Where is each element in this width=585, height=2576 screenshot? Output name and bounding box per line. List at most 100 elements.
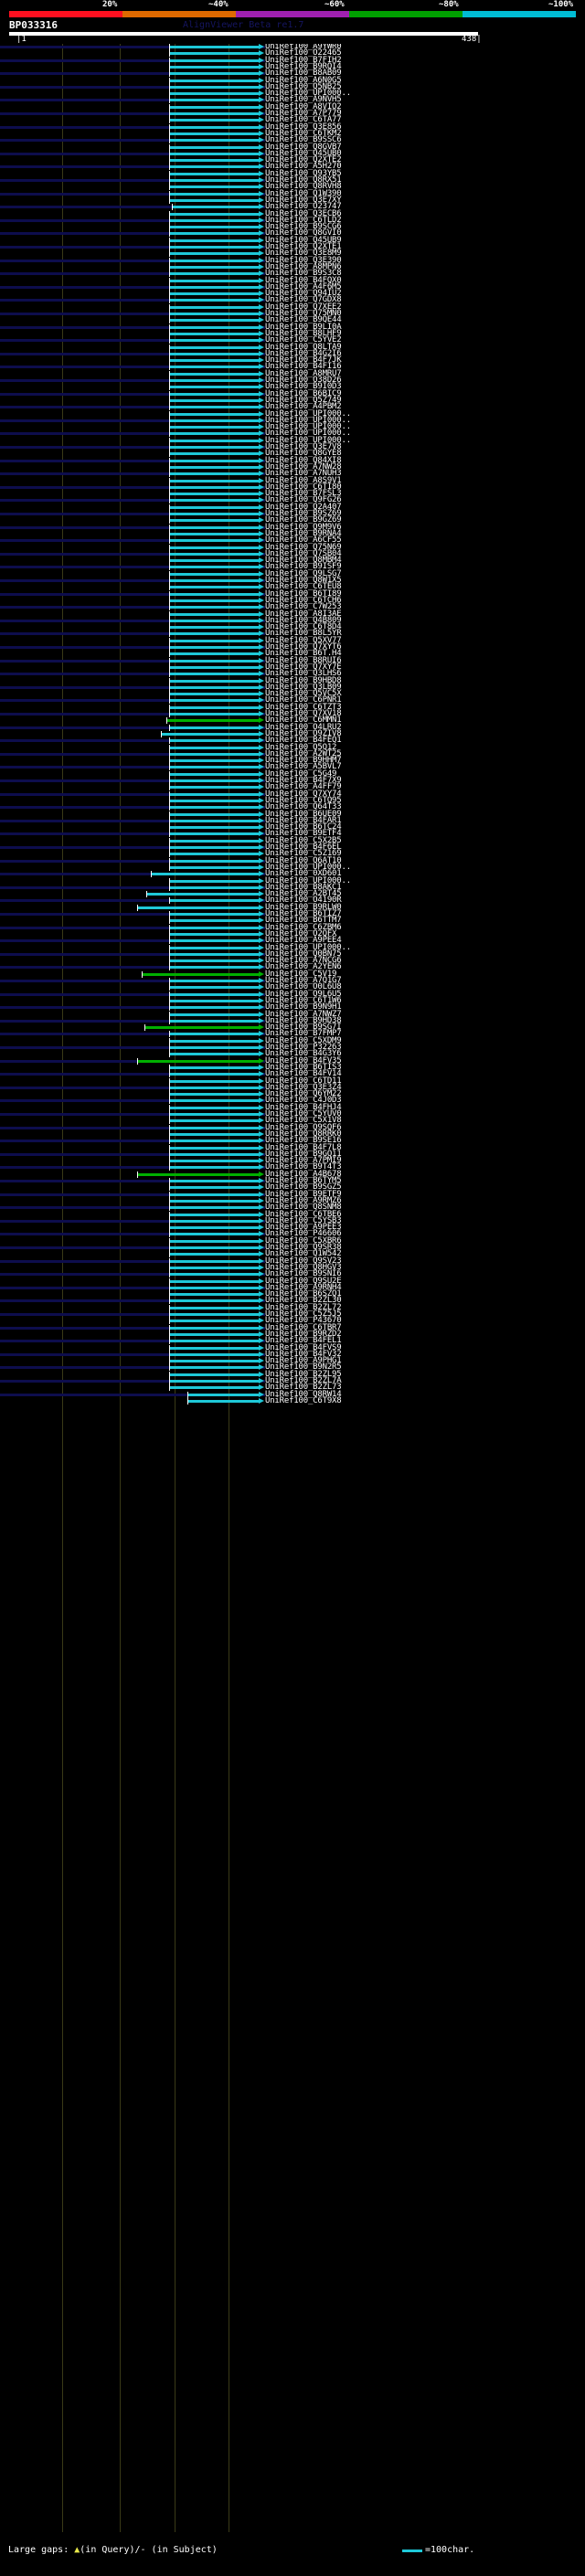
hsp-bar[interactable] [169, 826, 260, 830]
hsp-bar[interactable] [169, 652, 260, 656]
hsp-bar[interactable] [144, 1026, 260, 1030]
hsp-bar[interactable] [169, 532, 260, 535]
alignment-row[interactable]: UniRef100_B9ETF9 [0, 1190, 585, 1198]
hsp-bar[interactable] [169, 1065, 260, 1069]
hit-label[interactable]: UniRef100_B9SSC6 [265, 135, 342, 145]
hit-label[interactable]: UniRef100_Q7SB04 [265, 548, 342, 558]
alignment-row[interactable]: UniRef100_C5Z5J5 [0, 1310, 585, 1319]
hit-label[interactable]: UniRef100_B9SGZ5 [265, 1182, 342, 1193]
hsp-bar[interactable] [169, 552, 260, 556]
hit-label[interactable]: UniRef100_B4FV32 [265, 1349, 342, 1359]
alignment-row[interactable]: UniRef100_B8AB09 [0, 69, 585, 78]
hit-label[interactable]: UniRef100_P32263 [265, 1043, 342, 1052]
hit-label[interactable]: UniRef100_0XD601 [265, 869, 342, 879]
alignment-row[interactable]: UniRef100_C6PNR1 [0, 696, 585, 705]
hit-label[interactable]: UniRef100_B4FVS9 [265, 1342, 342, 1352]
alignment-row[interactable]: UniRef100_UPI000.. [0, 90, 585, 98]
alignment-row[interactable]: UniRef100_B9RQI4 [0, 62, 585, 70]
alignment-row[interactable]: UniRef100_A9YWR0 [0, 44, 585, 51]
hsp-bar[interactable] [169, 119, 260, 122]
hsp-bar[interactable] [169, 446, 260, 449]
hsp-bar[interactable] [169, 1186, 260, 1190]
hsp-bar[interactable] [169, 319, 260, 323]
alignment-row[interactable]: UniRef100_B9GQ11 [0, 1150, 585, 1158]
hit-label[interactable]: UniRef100_C6TA77 [265, 115, 342, 125]
alignment-row[interactable]: UniRef100_B2ZL72 [0, 1303, 585, 1311]
alignment-row[interactable]: UniRef100_C6MMN1 [0, 716, 585, 725]
alignment-row[interactable]: UniRef100_Q9SR38 [0, 1244, 585, 1252]
hit-label[interactable]: UniRef100_B6BIC9 [265, 388, 342, 398]
alignment-row[interactable]: UniRef100_Q8MBM4 [0, 557, 585, 565]
hit-label[interactable]: UniRef100_B9HHM7 [265, 756, 342, 766]
hsp-bar[interactable] [169, 1366, 260, 1370]
alignment-row[interactable]: UniRef100_B9N9H1 [0, 1003, 585, 1012]
alignment-row[interactable]: UniRef100_Q64T33 [0, 803, 585, 811]
hsp-bar[interactable] [169, 1146, 260, 1150]
hsp-bar[interactable] [169, 398, 260, 402]
hsp-bar[interactable] [169, 513, 260, 515]
alignment-row[interactable]: UniRef100_B4G3Y6 [0, 1050, 585, 1058]
hsp-bar[interactable] [169, 679, 260, 683]
hit-label[interactable]: UniRef100_A9PHG1 [265, 1356, 342, 1366]
hit-label[interactable]: UniRef100_A9NVH5 [265, 95, 342, 105]
hsp-bar[interactable] [169, 966, 260, 970]
hsp-bar[interactable] [169, 939, 260, 943]
hit-label[interactable]: UniRef100_A8S9V1 [265, 475, 342, 485]
alignment-row[interactable]: UniRef100_UPI000.. [0, 436, 585, 444]
hit-label[interactable]: UniRef100_Q7XY7E [265, 662, 342, 672]
hit-label[interactable]: UniRef100_B2ZL30 [265, 1296, 342, 1306]
hit-label[interactable]: UniRef100_C6TEU8 [265, 582, 342, 592]
alignment-row[interactable]: UniRef100_B9SE16 [0, 1137, 585, 1145]
hit-label[interactable]: UniRef100_Q1W542 [265, 1249, 342, 1259]
hsp-bar[interactable] [169, 432, 260, 436]
alignment-row[interactable]: UniRef100_Q7XY7E [0, 662, 585, 672]
hit-label[interactable]: UniRef100_B9ISF9 [265, 562, 342, 572]
alignment-row[interactable]: UniRef100_B9SSC6 [0, 135, 585, 145]
hsp-bar[interactable] [169, 799, 260, 802]
hsp-bar[interactable] [169, 632, 260, 636]
hsp-bar[interactable] [169, 1386, 260, 1390]
alignment-row[interactable]: UniRef100_Q8RVH8 [0, 183, 585, 191]
hsp-bar[interactable] [169, 198, 260, 202]
alignment-row[interactable]: UniRef100_A2BT45 [0, 890, 585, 898]
hit-label[interactable]: UniRef100_Q6AT10 [265, 855, 342, 865]
hit-label[interactable]: UniRef100_Q7XY74 [265, 789, 342, 799]
alignment-row[interactable]: UniRef100_A4B678 [0, 1170, 585, 1178]
hsp-bar[interactable] [169, 1293, 260, 1297]
hsp-bar[interactable] [169, 132, 260, 135]
hsp-bar[interactable] [169, 165, 260, 169]
alignment-row[interactable]: UniRef100_UPI000.. [0, 423, 585, 431]
hit-label[interactable]: UniRef100_B6SZQ1 [265, 1289, 342, 1299]
hsp-bar[interactable] [169, 1273, 260, 1277]
hit-label[interactable]: UniRef100_Q5XV77 [265, 635, 342, 645]
hsp-bar[interactable] [169, 606, 260, 610]
alignment-row[interactable]: UniRef100_Q84XI8 [0, 456, 585, 464]
hsp-bar[interactable] [169, 1046, 260, 1049]
hsp-bar[interactable] [169, 1086, 260, 1089]
hsp-bar[interactable] [169, 859, 260, 863]
hsp-bar[interactable] [169, 1340, 260, 1343]
alignment-plot[interactable]: UniRef100_A9YWR0 UniRef100_O22465 UniRef10… [0, 44, 585, 2532]
alignment-row[interactable]: UniRef100_C5YUV0 [0, 1110, 585, 1118]
hsp-bar[interactable] [169, 1326, 260, 1330]
hit-label[interactable]: UniRef100_UPI000.. [265, 875, 351, 885]
hit-label[interactable]: UniRef100_B6TIS3 [265, 1062, 342, 1072]
hsp-bar[interactable] [169, 1313, 260, 1316]
hit-label[interactable]: UniRef100_C5V19 [265, 969, 337, 979]
hsp-bar[interactable] [169, 1306, 260, 1309]
hsp-bar[interactable] [166, 719, 260, 723]
alignment-row[interactable]: UniRef100_C4J0D3 [0, 1097, 585, 1105]
hsp-bar[interactable] [169, 1286, 260, 1289]
hit-label[interactable]: UniRef100_Q3E8M9 [265, 249, 342, 259]
alignment-row[interactable]: UniRef100_A5BVL7 [0, 763, 585, 771]
hit-label[interactable]: UniRef100_Q3LHS6 [265, 669, 342, 679]
alignment-row[interactable]: UniRef100_B4FQX0 [0, 276, 585, 284]
hit-label[interactable]: UniRef100_Q4B809 [265, 615, 342, 625]
alignment-row[interactable]: UniRef100_A7NWZ7 [0, 1010, 585, 1018]
hit-label[interactable]: UniRef100_UPI000.. [265, 415, 351, 425]
hit-label[interactable]: UniRef100_A7NCG6 [265, 956, 342, 966]
alignment-row[interactable]: UniRef100_B4G2I6 [0, 349, 585, 357]
hsp-bar[interactable] [169, 465, 260, 469]
alignment-row[interactable]: UniRef100_B9HBD8 [0, 676, 585, 684]
hit-label[interactable]: UniRef100_Q8GYE8 [265, 449, 342, 459]
